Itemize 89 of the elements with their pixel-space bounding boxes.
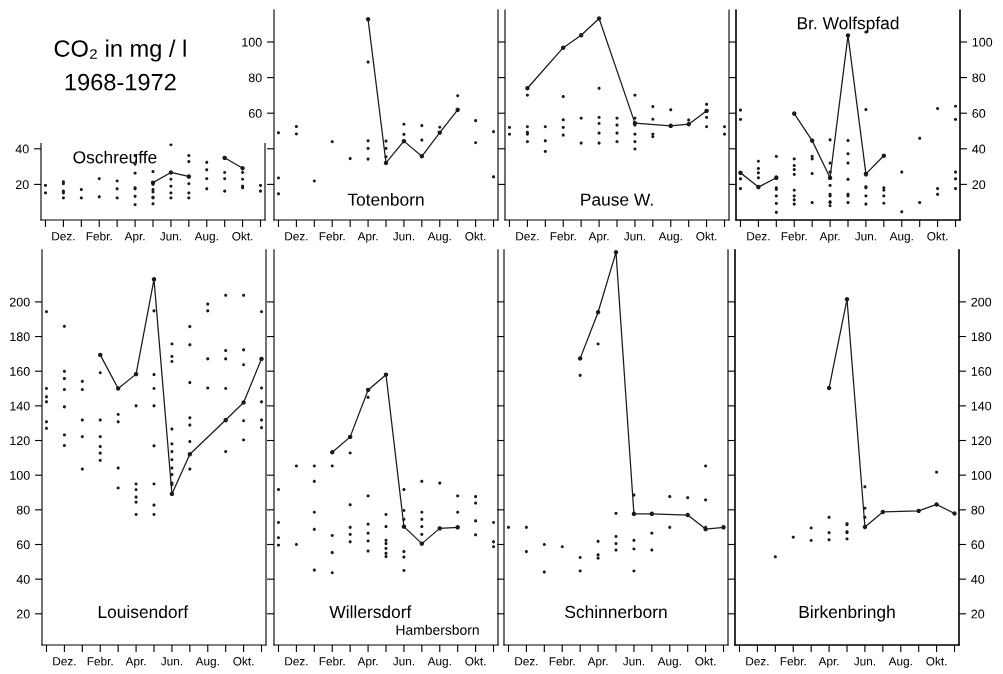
y-tick-label: 160 (10, 366, 30, 376)
text: Birkenbringh (799, 605, 895, 622)
y-tick-label: 200 (9, 297, 30, 307)
y2-tick-label: 160 (971, 366, 992, 376)
x-tick-label: Okt. (465, 656, 486, 666)
y2-tick-label: 140 (971, 401, 992, 411)
y2-tick-label: 200 (971, 297, 992, 307)
x-tick-label: Dez. (747, 232, 770, 241)
x-tick-label: Aug. (427, 232, 451, 243)
x-tick-label: Febr. (549, 656, 575, 666)
x-tick-label: Febr. (780, 656, 806, 666)
y-tick-label: 140 (10, 401, 30, 411)
text: Totenborn (347, 193, 424, 206)
text: Schinnerborn (565, 605, 667, 619)
text: 1968-1972 (65, 73, 176, 91)
x-tick-label: Dez. (746, 657, 769, 666)
x-tick-label: Apr. (357, 232, 378, 243)
y2-tick-label: 100 (971, 470, 992, 480)
x-tick-label: Okt. (927, 231, 948, 241)
y2-tick-label: 20 (971, 609, 985, 619)
text: Pause W. (581, 193, 653, 206)
x-tick-label: Apr. (819, 232, 840, 243)
chart-title: Oschreuffe (73, 150, 157, 164)
y2-tick-label: 40 (971, 574, 985, 584)
y2-tick-label: 180 (971, 332, 992, 342)
y-tick-label: 100 (10, 470, 30, 480)
y2-tick-label: 20 (972, 180, 986, 190)
annotation: Hambersborn (396, 624, 479, 635)
y2-tick-label: 60 (972, 109, 986, 118)
y-tick-label: 40 (15, 144, 29, 154)
x-tick-label: Jun. (623, 232, 645, 241)
x-tick-label: Jun. (622, 657, 644, 666)
y-tick-label: 40 (16, 574, 30, 584)
y-tick-label: 80 (16, 505, 30, 515)
x-tick-label: Febr. (87, 656, 113, 666)
x-tick-label: Jun. (159, 232, 181, 241)
x-tick-label: Dez. (285, 232, 308, 241)
y-tick-label: 60 (248, 109, 262, 118)
x-tick-label: Jun. (392, 232, 414, 241)
x-tick-label: Apr. (125, 657, 146, 668)
x-tick-label: Jun. (853, 657, 875, 666)
text: CO₂ in mg / l (54, 39, 186, 62)
y2-tick-label: 80 (972, 73, 986, 83)
text: Willersdorf (329, 605, 412, 619)
x-tick-label: Apr. (357, 657, 378, 668)
y2-tick-label: 120 (971, 436, 992, 446)
x-tick-label: Jun. (160, 657, 182, 666)
y-tick-label: 180 (10, 332, 30, 342)
x-tick-label: Dez. (53, 657, 76, 666)
x-tick-label: Apr. (588, 232, 609, 243)
x-tick-label: Febr. (319, 656, 345, 666)
x-tick-label: Aug. (427, 657, 451, 668)
y-tick-label: 20 (15, 180, 29, 190)
x-tick-label: Jun. (854, 232, 876, 241)
x-tick-label: Dez. (52, 232, 75, 241)
x-tick-label: Okt. (232, 231, 253, 241)
y2-tick-label: 80 (971, 505, 985, 515)
text: Louisendorf (98, 605, 189, 619)
y-tick-label: 80 (248, 73, 262, 83)
x-tick-label: Aug. (195, 657, 219, 668)
y-tick-label: 60 (16, 540, 30, 550)
x-tick-label: Aug. (889, 232, 913, 243)
x-tick-label: Apr. (818, 657, 839, 668)
x-tick-label: Febr. (319, 231, 345, 241)
x-tick-label: Febr. (550, 231, 576, 241)
x-tick-label: Okt. (695, 656, 716, 666)
y-tick-label: 20 (16, 609, 30, 619)
y2-tick-label: 100 (972, 37, 993, 47)
x-tick-label: Febr. (86, 231, 112, 241)
x-tick-label: Aug. (194, 232, 218, 243)
x-tick-label: Okt. (926, 656, 947, 666)
y2-tick-label: 60 (971, 540, 985, 550)
x-tick-label: Okt. (696, 231, 717, 241)
x-tick-label: Aug. (888, 657, 912, 668)
x-tick-label: Aug. (658, 232, 682, 243)
x-tick-label: Apr. (587, 657, 608, 668)
x-tick-label: Dez. (285, 657, 308, 666)
x-tick-label: Jun. (392, 657, 414, 666)
chart-title: Br. Wolfspfad (797, 16, 899, 33)
y-tick-label: 100 (242, 37, 262, 47)
x-tick-label: Okt. (465, 231, 486, 241)
x-tick-label: Dez. (515, 657, 538, 666)
x-tick-label: Apr. (124, 232, 145, 243)
y-tick-label: 120 (10, 436, 30, 446)
x-tick-label: Okt. (233, 656, 254, 666)
x-tick-label: Dez. (516, 232, 539, 241)
y2-tick-label: 40 (972, 144, 986, 154)
x-tick-label: Aug. (657, 657, 681, 668)
x-tick-label: Febr. (781, 231, 807, 241)
